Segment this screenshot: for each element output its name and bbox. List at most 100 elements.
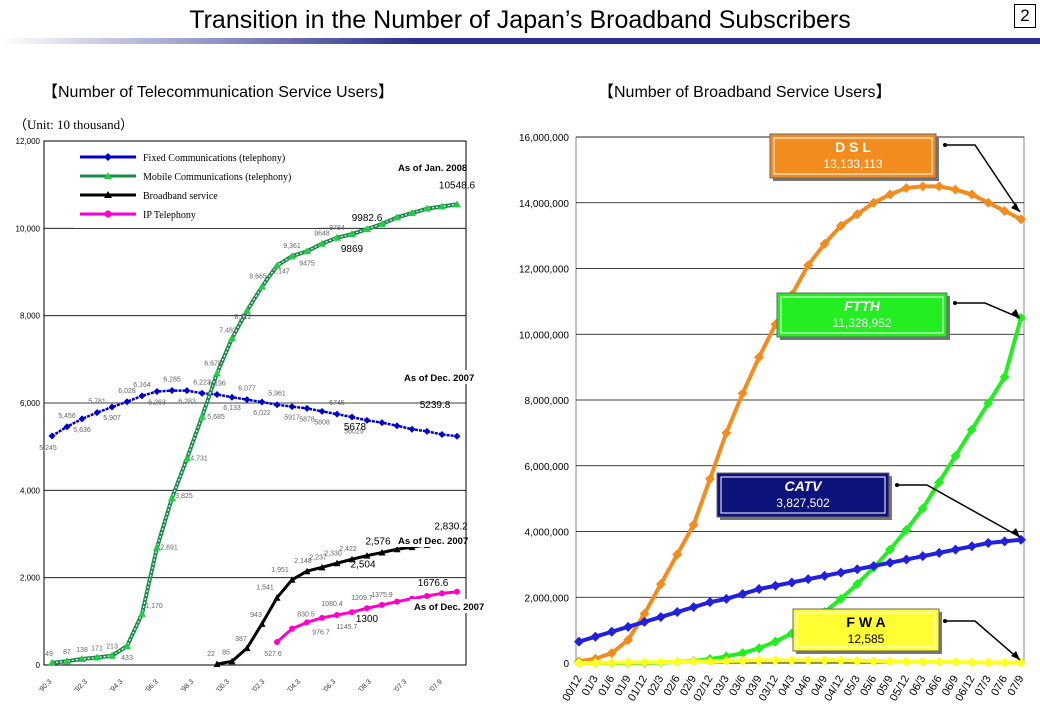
connector-line: [955, 302, 1021, 319]
data-label: 4,731: [190, 455, 208, 462]
ftth-point: [901, 524, 912, 535]
dsl-series-line: [578, 184, 1022, 664]
data-label: 6,077: [238, 386, 256, 393]
catv-point: [770, 580, 781, 591]
catv-point: [672, 607, 683, 618]
broadband-point: [348, 555, 356, 563]
connector-arrowhead: [1011, 203, 1020, 212]
callout-name: F W A: [846, 614, 885, 630]
unit-note: （Unit: 10 thousand）: [14, 117, 134, 132]
x-tick-label: 04/6: [793, 674, 814, 699]
fixed-point: [63, 423, 71, 431]
data-label: 6,285: [163, 377, 181, 384]
data-label: 138: [76, 647, 88, 654]
fixed-point: [348, 413, 356, 421]
catv-series-line: [578, 537, 1022, 644]
fwa-point: [754, 655, 765, 666]
fixed-series-line: [51, 389, 458, 438]
dsl-point: [901, 182, 912, 193]
fwa-point: [868, 656, 879, 667]
ip-telephony-point: [439, 590, 445, 597]
data-label: 2,148: [294, 558, 312, 565]
fixed-point: [363, 416, 371, 424]
x-tick-label: 06/6: [924, 674, 945, 699]
fwa-point: [704, 656, 715, 667]
data-label: 171: [91, 646, 103, 653]
ip-telephony-point: [304, 619, 310, 626]
catv-point: [835, 567, 846, 578]
data-label: 830.5: [297, 612, 315, 619]
callout-value: 12,585: [848, 632, 885, 646]
fixed-point: [453, 432, 461, 440]
fwa-point: [901, 656, 912, 667]
dsl-point: [999, 205, 1010, 216]
dsl-point: [606, 648, 617, 659]
y-tick-label: 10,000,000: [519, 330, 569, 341]
catv-point: [999, 536, 1010, 547]
fwa-point: [606, 657, 617, 668]
ftth-point: [852, 579, 863, 590]
broadband-point: [303, 567, 311, 575]
fwa-point: [966, 657, 977, 668]
ip-telephony-point: [364, 605, 370, 612]
catv-point: [885, 557, 896, 568]
ip-telephony-point: [394, 598, 400, 605]
dsl-point: [885, 189, 896, 200]
dsl-point: [655, 579, 666, 590]
callout-inner-border: [796, 612, 936, 648]
fwa-point: [574, 658, 584, 668]
catv-point: [1016, 534, 1026, 545]
annotation-label: As of Dec. 2007: [404, 373, 474, 384]
data-label: 87: [63, 649, 71, 656]
fwa-point: [999, 657, 1010, 668]
fixed-point: [198, 389, 206, 397]
catv-point: [819, 570, 830, 581]
mobile-point: [243, 306, 251, 314]
x-tick-label: 05/6: [858, 674, 879, 699]
data-label: 9869: [341, 244, 364, 255]
dsl-point: [803, 260, 814, 271]
data-label: 1145.7: [337, 624, 358, 631]
data-label: 49: [45, 651, 53, 658]
callout-value: 11,328,952: [832, 316, 891, 330]
dsl-point: [737, 388, 748, 399]
dsl-callout: D S L 13,133,113: [769, 133, 1021, 213]
broadband-point: [213, 660, 221, 668]
fwa-point: [934, 657, 945, 668]
mobile-point: [423, 204, 431, 212]
data-label: 1,170: [145, 603, 163, 610]
dsl-point: [721, 427, 732, 438]
data-label: 6,283: [178, 399, 196, 406]
data-label: 2,576: [365, 537, 390, 548]
data-label: 1300: [356, 614, 379, 625]
fixed-point: [438, 430, 446, 438]
connector-arrowhead: [1011, 528, 1020, 537]
annotation-label: As of Dec. 2007: [398, 536, 468, 547]
dsl-point: [852, 209, 863, 220]
fixed-point: [408, 425, 416, 433]
catv-point: [917, 551, 928, 562]
callout-name: D S L: [835, 139, 871, 155]
dsl-point: [704, 473, 715, 484]
mobile-point: [408, 209, 416, 217]
catv-callout: CATV 3,827,502: [716, 472, 1021, 538]
annotation-label: As of Dec. 2007: [414, 602, 484, 613]
catv-point: [983, 538, 994, 549]
data-label: 2,422: [339, 546, 357, 553]
mobile-point: [363, 225, 371, 233]
mobile-point: [273, 261, 281, 269]
fixed-point: [108, 403, 116, 411]
fwa-point: [950, 657, 961, 668]
connector-line: [897, 484, 1021, 538]
data-label: 85: [222, 649, 230, 656]
ftth-point: [835, 593, 846, 604]
catv-point: [934, 547, 945, 558]
mobile-point: [303, 247, 311, 255]
y-tick-label: 4,000,000: [525, 528, 570, 539]
annotation-label: As of Jan. 2008: [398, 163, 467, 174]
catv-point: [737, 588, 748, 599]
data-label: 5239.8: [420, 400, 451, 411]
ftth-point: [934, 477, 945, 488]
y-tick-label: 16,000,000: [519, 133, 569, 144]
